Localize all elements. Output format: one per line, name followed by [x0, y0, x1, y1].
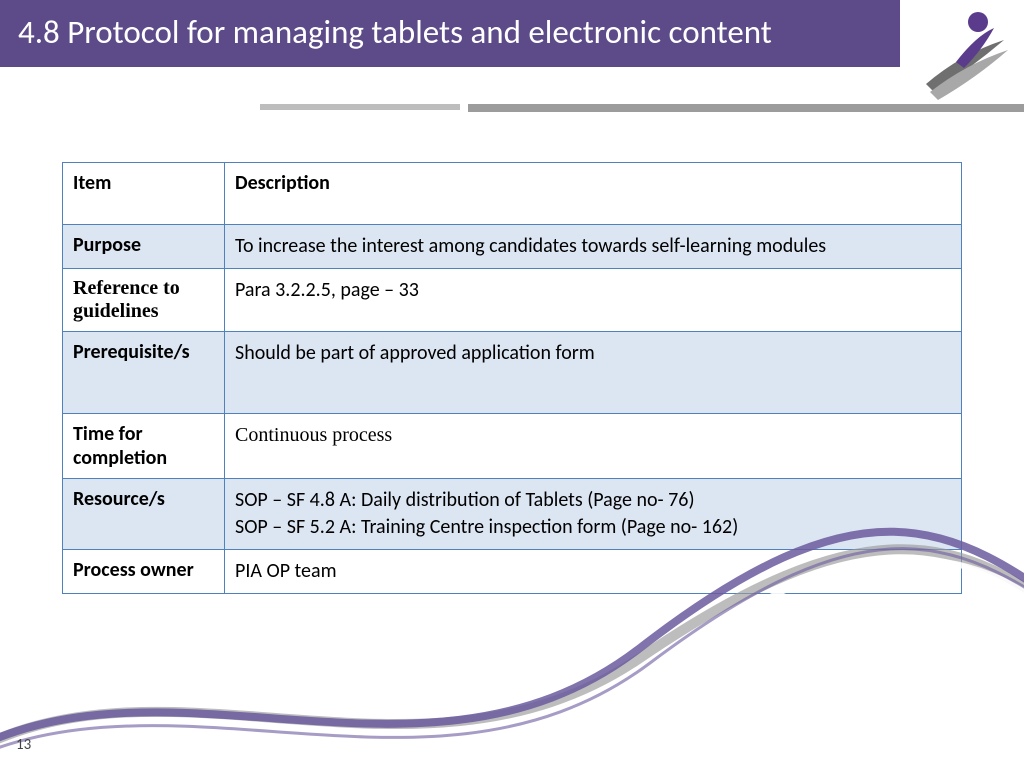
table-row: Resource/sSOP – SF 4.8 A: Daily distribu… — [63, 479, 962, 550]
row-description: To increase the interest among candidate… — [225, 225, 962, 269]
protocol-table: Item Description PurposeTo increase the … — [62, 162, 962, 594]
row-description: SOP – SF 4.8 A: Daily distribution of Ta… — [225, 479, 962, 550]
page-number: 13 — [16, 736, 31, 754]
header-description: Description — [225, 163, 962, 225]
row-label: Reference to guidelines — [63, 269, 225, 332]
row-description: Should be part of approved application f… — [225, 332, 962, 414]
row-label: Resource/s — [63, 479, 225, 550]
table-row: Reference to guidelinesPara 3.2.2.5, pag… — [63, 269, 962, 332]
title-underline — [260, 104, 1024, 112]
row-description: PIA OP team — [225, 550, 962, 594]
protocol-table-container: Item Description PurposeTo increase the … — [62, 162, 962, 594]
table-header-row: Item Description — [63, 163, 962, 225]
row-label: Process owner — [63, 550, 225, 594]
page-title: 4.8 Protocol for managing tablets and el… — [0, 0, 900, 67]
header-item: Item — [63, 163, 225, 225]
table-row: Prerequisite/sShould be part of approved… — [63, 332, 962, 414]
table-row: Time for completionContinuous process — [63, 414, 962, 479]
row-label: Prerequisite/s — [63, 332, 225, 414]
brand-logo — [916, 6, 1016, 106]
row-label: Time for completion — [63, 414, 225, 479]
row-description: Para 3.2.2.5, page – 33 — [225, 269, 962, 332]
table-row: Process ownerPIA OP team — [63, 550, 962, 594]
row-description: Continuous process — [225, 414, 962, 479]
table-row: PurposeTo increase the interest among ca… — [63, 225, 962, 269]
row-label: Purpose — [63, 225, 225, 269]
